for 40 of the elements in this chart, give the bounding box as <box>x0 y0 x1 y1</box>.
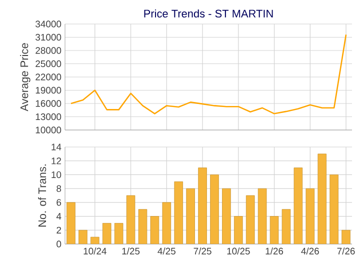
bar <box>222 188 231 244</box>
y-tick-label: 13000 <box>36 113 62 120</box>
x-tick-label: 10/25 <box>227 248 250 254</box>
x-tick-label: 1/25 <box>122 248 140 254</box>
x-tick-label: 10/24 <box>84 248 106 254</box>
x-tick-label: 7/26 <box>337 248 355 254</box>
y-tick-label: 6 <box>56 199 62 206</box>
bar <box>342 230 350 244</box>
y-tick-label: 34000 <box>36 20 62 28</box>
bar <box>330 174 338 244</box>
y-axis-title: No. of Trans. <box>38 164 46 227</box>
y-tick-label: 16000 <box>36 100 62 107</box>
y-tick-label: 14 <box>52 144 62 150</box>
x-tick-label: 4/25 <box>158 248 176 254</box>
x-tick-label: 1/26 <box>266 248 284 254</box>
y-tick-label: 12 <box>52 158 62 164</box>
bar <box>78 230 88 244</box>
y-tick-label: 8 <box>56 185 62 192</box>
bar <box>210 174 219 244</box>
bar <box>318 154 326 244</box>
y-tick-label: 10 <box>52 171 62 178</box>
bar <box>198 168 207 244</box>
y-tick-label: 19000 <box>36 86 62 94</box>
bar <box>234 216 243 244</box>
y-tick-label: 25000 <box>36 60 62 68</box>
y-tick-label: 0 <box>56 240 62 248</box>
y-tick-label: 31000 <box>36 34 62 41</box>
y-tick-label: 4 <box>56 213 62 220</box>
x-tick-label: 7/25 <box>194 248 212 254</box>
bar <box>66 202 76 244</box>
y-tick-label: 28000 <box>36 47 62 54</box>
y-axis-title: Average Price <box>20 43 30 112</box>
chart-title: Price Trends - ST MARTIN <box>144 9 273 18</box>
y-tick-label: 10000 <box>36 126 62 134</box>
bar <box>174 181 183 244</box>
bar <box>186 188 195 244</box>
y-tick-label: 2 <box>56 226 62 234</box>
x-tick-label: 4/26 <box>301 248 319 254</box>
y-tick-label: 22000 <box>36 74 62 80</box>
line-series <box>70 34 347 114</box>
